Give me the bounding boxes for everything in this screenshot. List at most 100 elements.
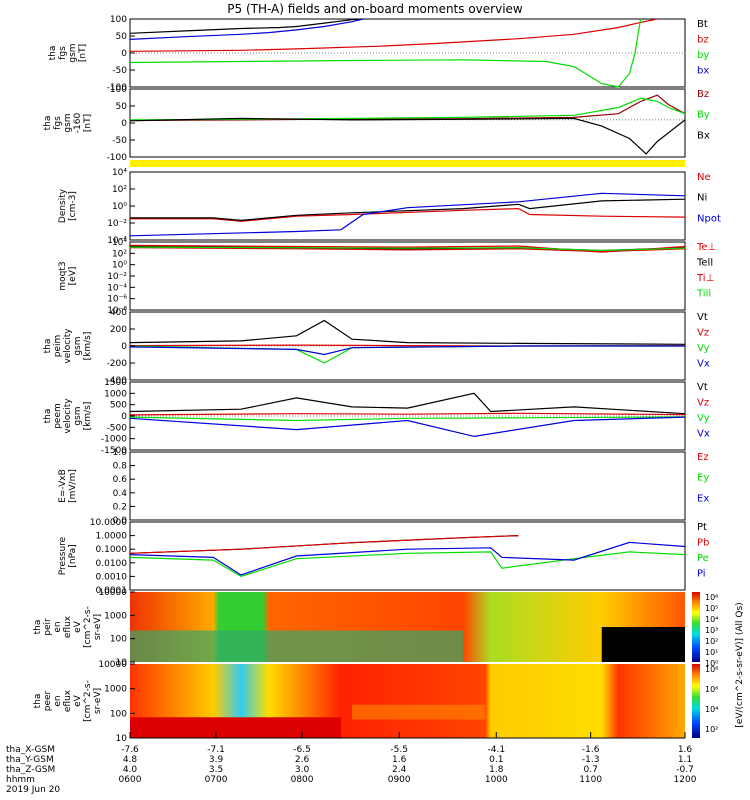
xtick-label: -7.6 bbox=[121, 745, 139, 755]
xtick-label: 1.6 bbox=[678, 745, 693, 755]
xaxis-row-label: hhmm bbox=[6, 775, 35, 785]
xtick-label: 1.8 bbox=[489, 765, 504, 775]
ylabel-line: en bbox=[53, 621, 63, 632]
legend-ey: Ey bbox=[697, 473, 709, 484]
ytick-label: -50 bbox=[112, 66, 127, 76]
xtick-label: 1000 bbox=[485, 775, 508, 785]
ylabel-line: peir bbox=[43, 618, 53, 636]
colorbar-tick: 10⁸ bbox=[705, 665, 718, 674]
ylabel-line: [cm^2-s- bbox=[83, 606, 93, 648]
ytick-label: -1000 bbox=[101, 435, 127, 445]
ylabel-line: [nT] bbox=[83, 114, 93, 132]
xtick-label: 3.0 bbox=[295, 765, 310, 775]
ytick-label: 10⁻⁶ bbox=[107, 295, 127, 305]
series-pb bbox=[129, 535, 519, 554]
ylabel: thapeemvelocitygsm[km/s] bbox=[43, 398, 93, 434]
legend-ex: Ex bbox=[697, 493, 709, 504]
xtick-label: 4.0 bbox=[123, 765, 138, 775]
legend-pb: Pb bbox=[697, 538, 709, 549]
series-by bbox=[129, 97, 686, 121]
ytick-label: 50 bbox=[116, 32, 128, 42]
series-vx bbox=[129, 416, 686, 438]
xaxis-row-label: 2019 Jun 20 bbox=[6, 785, 60, 795]
series-ti⊥ bbox=[129, 244, 686, 253]
ytick-label: -100 bbox=[107, 153, 128, 163]
legend-ez: Ez bbox=[697, 452, 709, 463]
ylabel-line: Density bbox=[58, 188, 68, 223]
legend-vx: Vx bbox=[697, 429, 710, 440]
ylabel-line: fgs bbox=[58, 46, 68, 60]
xtick-label: 2.4 bbox=[392, 765, 407, 775]
ylabel: thafgsgsm[nT] bbox=[48, 43, 88, 62]
colorbar-tick: 10⁶ bbox=[705, 685, 718, 694]
xaxis-row-label: tha_X-GSM bbox=[6, 745, 55, 755]
ytick-label: 500 bbox=[110, 401, 127, 411]
series-vx bbox=[129, 345, 685, 356]
ytick-label: 1500 bbox=[104, 378, 127, 388]
ytick-label: 0.0100 bbox=[96, 559, 128, 569]
legend-vz: Vz bbox=[697, 398, 709, 409]
colorbar-tick: 10⁴ bbox=[705, 705, 718, 714]
ytick-label: 10⁻⁸ bbox=[107, 306, 127, 316]
colorbar-tick: 10² bbox=[705, 637, 718, 646]
panel-frame bbox=[129, 171, 686, 241]
ytick-label: 10⁻⁴ bbox=[107, 283, 127, 293]
xtick-label: 0.7 bbox=[583, 765, 597, 775]
ylabel-line: [km/s] bbox=[83, 402, 93, 431]
ytick-label: 10² bbox=[112, 185, 127, 195]
ytick-label: 100 bbox=[110, 709, 127, 719]
ylabel-line: peem bbox=[53, 403, 63, 429]
panel-frame bbox=[129, 88, 686, 158]
panel-9: thapeirenefluxeV[cm^2-s-sr-eV] bbox=[33, 591, 685, 663]
colorbar-bottom bbox=[692, 664, 700, 738]
xtick-label: 4.8 bbox=[123, 755, 138, 765]
panel-7: E=-VxB[mV/m] bbox=[58, 451, 686, 521]
ytick-label: 0.0 bbox=[113, 516, 128, 526]
legend-ni: Ni bbox=[697, 193, 707, 204]
ylabel: thapeerenefluxeV[cm^2-s-sr-eV] bbox=[33, 680, 103, 722]
xtick-label: 0700 bbox=[205, 775, 228, 785]
ylabel-line: velocity bbox=[63, 328, 73, 364]
ytick-label: 10⁻⁴ bbox=[107, 236, 127, 246]
colorbar-tick: 10³ bbox=[705, 626, 718, 635]
legend-vt: Vt bbox=[697, 312, 708, 323]
ylabel-line: [eV] bbox=[68, 267, 78, 286]
spectrogram-low-band bbox=[130, 717, 341, 738]
ylabel: moqt3[eV] bbox=[58, 261, 78, 290]
series-vt bbox=[129, 319, 686, 345]
ytick-label: 50 bbox=[116, 102, 128, 112]
panel-1: thafgsgsm[nT] bbox=[48, 18, 686, 88]
xtick-label: -7.1 bbox=[207, 745, 225, 755]
xtick-label: 1200 bbox=[674, 775, 697, 785]
ytick-label: 10 bbox=[116, 658, 128, 668]
spectrogram-low-energy bbox=[130, 630, 463, 662]
ytick-label: 10⁻² bbox=[107, 272, 127, 282]
ylabel-line: E=-VxB bbox=[58, 469, 68, 503]
ytick-label: 1000 bbox=[104, 389, 127, 399]
series-vt bbox=[129, 392, 686, 415]
panel-10: thapeerenefluxeV[cm^2-s-sr-eV] bbox=[33, 663, 685, 739]
ytick-label: 0.6 bbox=[113, 475, 128, 485]
xtick-label: -0.7 bbox=[676, 765, 694, 775]
legend-bz: Bz bbox=[697, 89, 709, 100]
ylabel-line: -160 bbox=[73, 113, 83, 134]
ylabel-line: gsm bbox=[73, 336, 83, 355]
ytick-label: 1.0 bbox=[113, 448, 128, 458]
ytick-label: 100 bbox=[110, 85, 127, 95]
ylabel-line: tha bbox=[43, 116, 53, 131]
ytick-label: 10⁰ bbox=[112, 261, 127, 271]
series-bz bbox=[129, 18, 658, 52]
ylabel: thapeirenefluxeV[cm^2-s-sr-eV] bbox=[33, 606, 103, 648]
series-pi bbox=[129, 541, 686, 576]
xtick-label: 1100 bbox=[579, 775, 602, 785]
ylabel-line: tha bbox=[43, 409, 53, 424]
colorbar-tick: 10⁰ bbox=[705, 659, 718, 668]
xtick-label: -1.3 bbox=[582, 755, 600, 765]
ytick-label: 10² bbox=[112, 249, 127, 259]
ylabel-line: eV bbox=[73, 694, 83, 707]
legend-pt: Pt bbox=[697, 522, 707, 533]
legend-vt: Vt bbox=[697, 382, 708, 393]
panel-frame bbox=[129, 451, 686, 521]
legend-tell: Tell bbox=[696, 258, 713, 269]
